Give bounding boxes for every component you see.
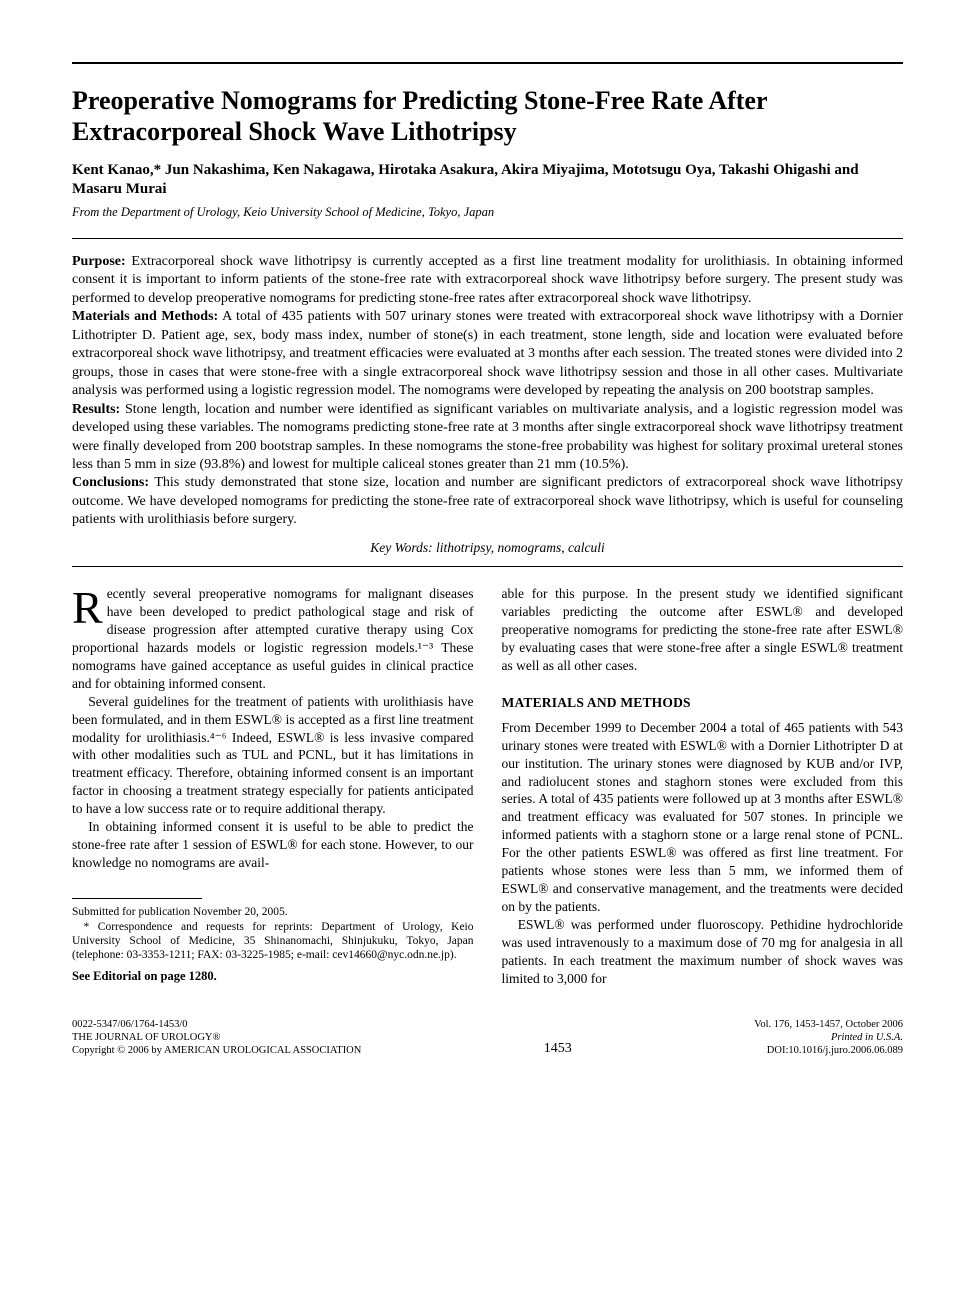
footnote-submitted: Submitted for publication November 20, 2…	[72, 905, 474, 919]
abstract-conclusions-text: This study demonstrated that stone size,…	[72, 475, 903, 527]
abstract-top-rule	[72, 238, 903, 239]
footer-printed: Printed in U.S.A.	[754, 1031, 903, 1044]
methods-para-2: ESWL® was performed under fluoroscopy. P…	[502, 916, 904, 988]
abstract-results-text: Stone length, location and number were i…	[72, 402, 903, 472]
left-column: Recently several preoperative nomograms …	[72, 585, 474, 988]
authors-line: Kent Kanao,* Jun Nakashima, Ken Nakagawa…	[72, 161, 903, 199]
methods-para-1: From December 1999 to December 2004 a to…	[502, 719, 904, 916]
keywords-line: Key Words: lithotripsy, nomograms, calcu…	[72, 540, 903, 556]
top-rule	[72, 62, 903, 64]
article-title: Preoperative Nomograms for Predicting St…	[72, 86, 903, 147]
editorial-reference: See Editorial on page 1280.	[72, 969, 474, 984]
intro-para-1: Recently several preoperative nomograms …	[72, 585, 474, 693]
keywords-label: Key Words:	[370, 540, 432, 555]
abstract-results-label: Results:	[72, 402, 120, 417]
abstract-bottom-rule	[72, 566, 903, 567]
footer-volume: Vol. 176, 1453-1457, October 2006	[754, 1018, 903, 1031]
page-footer: 0022-5347/06/1764-1453/0 THE JOURNAL OF …	[72, 1018, 903, 1057]
intro-continuation: able for this purpose. In the present st…	[502, 585, 904, 675]
footer-doi: DOI:10.1016/j.juro.2006.06.089	[754, 1044, 903, 1057]
keywords-text: lithotripsy, nomograms, calculi	[433, 540, 605, 555]
abstract-purpose-label: Purpose:	[72, 254, 126, 269]
abstract-methods-label: Materials and Methods:	[72, 309, 218, 324]
two-column-body: Recently several preoperative nomograms …	[72, 585, 903, 988]
footer-page-number: 1453	[544, 1040, 572, 1058]
right-column: able for this purpose. In the present st…	[502, 585, 904, 988]
footer-issn: 0022-5347/06/1764-1453/0	[72, 1018, 361, 1031]
footer-left: 0022-5347/06/1764-1453/0 THE JOURNAL OF …	[72, 1018, 361, 1057]
affiliation: From the Department of Urology, Keio Uni…	[72, 205, 903, 220]
abstract-results: Results: Stone length, location and numb…	[72, 401, 903, 475]
footer-journal: THE JOURNAL OF UROLOGY®	[72, 1031, 361, 1044]
intro-para-3: In obtaining informed consent it is usef…	[72, 818, 474, 872]
footer-right: Vol. 176, 1453-1457, October 2006 Printe…	[754, 1018, 903, 1057]
abstract-conclusions: Conclusions: This study demonstrated tha…	[72, 474, 903, 529]
footnote-correspondence: * Correspondence and requests for reprin…	[72, 920, 474, 963]
abstract-block: Purpose: Extracorporeal shock wave litho…	[72, 253, 903, 530]
page: Preoperative Nomograms for Predicting St…	[0, 0, 975, 1097]
footnote-separator	[72, 898, 202, 899]
abstract-methods: Materials and Methods: A total of 435 pa…	[72, 308, 903, 400]
intro-para-2: Several guidelines for the treatment of …	[72, 693, 474, 819]
footer-copyright: Copyright © 2006 by AMERICAN UROLOGICAL …	[72, 1044, 361, 1057]
abstract-purpose-text: Extracorporeal shock wave lithotripsy is…	[72, 254, 903, 306]
abstract-conclusions-label: Conclusions:	[72, 475, 149, 490]
abstract-purpose: Purpose: Extracorporeal shock wave litho…	[72, 253, 903, 308]
materials-methods-heading: MATERIALS AND METHODS	[502, 695, 904, 711]
